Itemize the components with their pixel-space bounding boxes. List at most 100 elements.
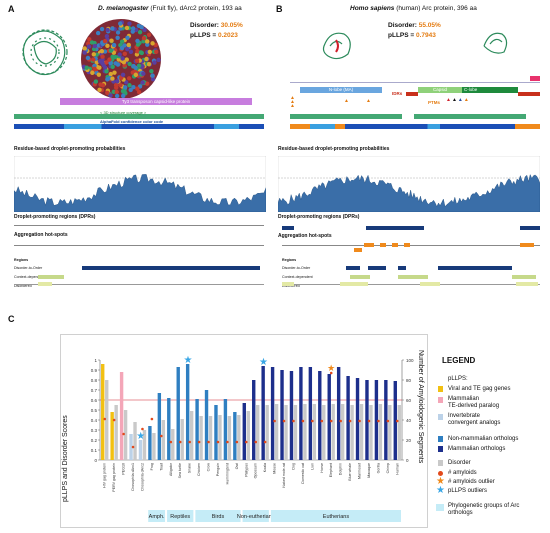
x-tick-label: Macaque xyxy=(367,463,371,478)
amyloid-point xyxy=(103,417,107,421)
legend-amyloid-outlier-star: ★ xyxy=(436,476,445,487)
group-box xyxy=(148,510,166,522)
panel-b-idr-bar-1 xyxy=(406,92,418,96)
panel-b-reg1-bar-2 xyxy=(368,266,386,270)
panel-b-species: Homo sapiens xyxy=(350,5,395,12)
bar-disorder xyxy=(369,405,373,460)
panel-b-reg2-label: Context-dependent xyxy=(282,275,313,279)
panel-a-letter: A xyxy=(8,4,15,14)
bar-disorder xyxy=(378,404,383,460)
panel-b-agg-3 xyxy=(392,243,398,247)
capsid-subunit xyxy=(108,60,113,66)
bar-disorder xyxy=(237,415,241,460)
x-tick-label: Marmoset xyxy=(358,463,362,479)
capsid-subunit xyxy=(105,27,110,33)
capsid-subunit xyxy=(95,30,101,36)
capsid-subunit xyxy=(130,26,136,31)
legend-pllps-header: pLLPS: xyxy=(448,376,468,382)
bar-disorder xyxy=(397,405,401,460)
y-tick-label-right: 100 xyxy=(406,358,414,363)
legend-phylo: Phylogenetic groups of Arc orthologs xyxy=(448,503,519,517)
panel-a-droplet-title: Residue-based droplet-promoting probabil… xyxy=(14,146,126,152)
panel-a-reg3-axis xyxy=(14,284,264,285)
group-label: Reptiles xyxy=(170,514,190,520)
capsid-subunit xyxy=(117,52,122,57)
amyloid-point xyxy=(339,419,342,423)
bar-disorder xyxy=(123,410,128,460)
panel-a-monomer-structure xyxy=(22,29,68,76)
y-tick-label-left: 0.2 xyxy=(91,438,98,443)
capsid-subunit xyxy=(145,39,150,44)
bar-pllps xyxy=(138,440,143,460)
capsid-subunit xyxy=(136,23,142,29)
amyloid-point xyxy=(122,432,125,436)
x-tick-label: Lion xyxy=(310,463,314,470)
y-tick-label-left: 0 xyxy=(94,458,97,463)
bar-pllps xyxy=(384,380,388,460)
panel-b-idrs-label: IDRs xyxy=(392,91,403,96)
x-tick-label: Human xyxy=(395,463,399,475)
bar-disorder xyxy=(256,405,260,460)
bar-pllps xyxy=(252,380,256,460)
amyloid-point xyxy=(367,419,371,423)
capsid-subunit xyxy=(114,89,119,95)
legend-nonmam: Non-mammalian orthologs xyxy=(448,436,519,442)
y-tick-label-right: 60 xyxy=(406,398,412,403)
bar-pllps xyxy=(214,405,218,460)
amyloid-point xyxy=(395,419,399,423)
panel-c-ylabel-right-wrap: Number of Amyloidogenic Segments xyxy=(414,350,424,510)
panel-b-droplet-plot xyxy=(278,156,540,212)
x-tick-label: Penguin xyxy=(216,463,220,476)
amyloid-outlier-star: ★ xyxy=(327,363,335,373)
capsid-subunit xyxy=(105,90,110,96)
capsid-subunit xyxy=(85,55,91,61)
legend-amyloid-swatch xyxy=(438,471,443,476)
amyloid-point xyxy=(226,440,229,444)
legend-viral-swatch xyxy=(438,386,443,392)
bar-pllps xyxy=(261,366,265,460)
bar-disorder xyxy=(274,404,279,460)
capsid-subunit xyxy=(131,63,136,69)
capsid-subunit xyxy=(152,60,157,65)
capsid-subunit xyxy=(104,33,110,39)
x-tick-label: Sea turtle xyxy=(178,463,182,478)
panel-b-reg3-axis xyxy=(282,284,540,285)
panel-a-coverage-label: < 3D structure coverage > xyxy=(100,110,147,115)
x-tick-label: Alligator xyxy=(169,462,173,476)
panel-b-disorder-label: Disorder: xyxy=(388,22,417,29)
bar-pllps xyxy=(365,380,369,460)
panel-b-dpr-2 xyxy=(366,226,424,230)
bar-disorder xyxy=(105,380,109,460)
amyloid-point xyxy=(329,419,333,423)
panel-a-desc: (Fruit fly), dArc2 protein, 193 aa xyxy=(150,5,242,12)
x-tick-label: Hummingbird xyxy=(225,463,229,484)
capsid-subunit xyxy=(104,69,109,74)
x-tick-label: Gorilla xyxy=(376,463,380,473)
amyloid-point xyxy=(348,419,352,423)
panel-a-reg1-label: Disorder-to-Order xyxy=(14,266,43,270)
panel-b-pllps-value: 0.7943 xyxy=(416,32,436,39)
panel-b-capsid-track: Capsid xyxy=(418,87,462,93)
panel-b-letter: B xyxy=(276,4,283,14)
capsid-subunit xyxy=(114,93,120,99)
panel-b-agg-1 xyxy=(364,243,374,247)
legend-para: Mammalian TE-derived paralog xyxy=(448,396,499,410)
pllps-outlier-star: ★ xyxy=(136,431,145,442)
y-tick-label-left: 0.4 xyxy=(91,418,98,423)
panel-b-pink-marker xyxy=(530,76,540,81)
capsid-subunit xyxy=(87,37,92,42)
panel-b-reg1-bar-3 xyxy=(398,266,406,270)
bar-pllps xyxy=(393,381,397,460)
amyloid-point xyxy=(282,419,286,423)
capsid-subunit xyxy=(127,83,132,88)
panel-c-letter: C xyxy=(8,314,15,324)
panel-b-idr-bar-2 xyxy=(518,92,540,96)
panel-b-agg-4 xyxy=(404,243,410,247)
legend-phylo-line1: Phylogenetic groups of Arc xyxy=(448,503,520,509)
panel-a-capsid-label: Ty3 transposon capsid-like protein xyxy=(121,99,191,104)
legend-amyloids: # amyloids xyxy=(448,470,477,476)
capsid-subunit xyxy=(107,57,112,62)
bar-disorder xyxy=(350,405,354,460)
capsid-subunit xyxy=(125,35,130,40)
amyloid-point xyxy=(188,440,191,444)
